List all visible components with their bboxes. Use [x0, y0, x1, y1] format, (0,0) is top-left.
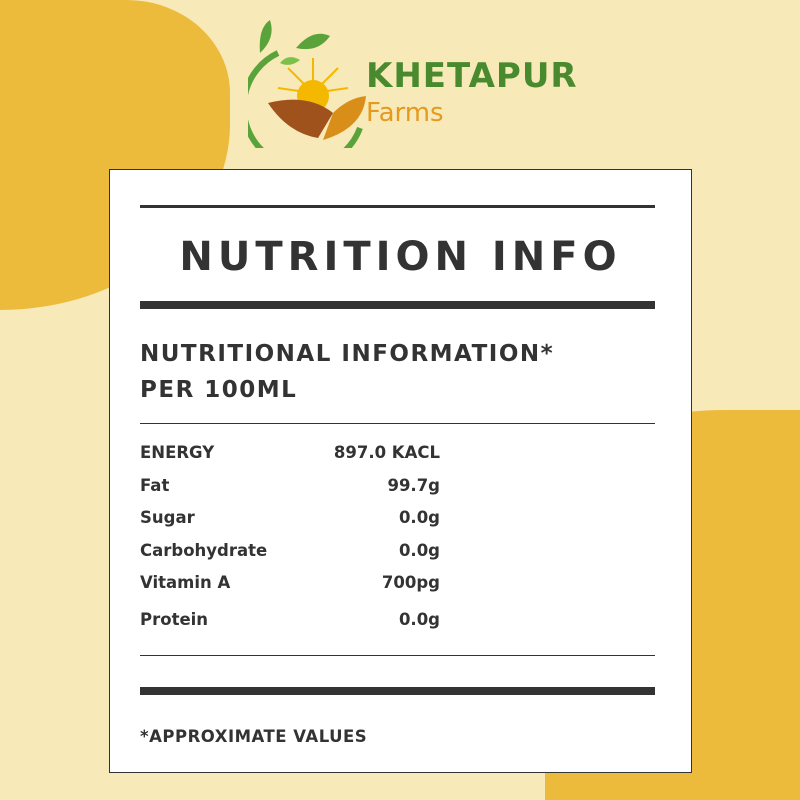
heading-line: NUTRITIONAL INFORMATION*	[140, 341, 555, 367]
table-row: Sugar 0.0g	[140, 508, 440, 541]
nutrient-value: 700pg	[381, 573, 440, 592]
section-heading: NUTRITIONAL INFORMATION* PER 100ML	[140, 336, 554, 408]
nutrient-name: Sugar	[140, 508, 195, 527]
nutrient-value: 0.0g	[398, 508, 440, 527]
divider	[140, 205, 655, 208]
divider	[140, 687, 655, 695]
nutrient-value: 897.0 KACL	[333, 443, 440, 462]
heading-line: PER 100ML	[140, 377, 298, 403]
table-row: Protein 0.0g	[140, 610, 440, 643]
nutrient-name: Carbohydrate	[140, 540, 268, 560]
divider	[140, 655, 655, 656]
nutrition-card: NUTRITION INFO NUTRITIONAL INFORMATION* …	[109, 169, 692, 773]
khetapur-logo-icon	[248, 20, 366, 148]
divider	[140, 301, 655, 309]
nutrient-name: Vitamin A	[140, 573, 231, 592]
nutrient-value: 0.0g	[398, 609, 440, 629]
nutrient-name: ENERGY	[140, 443, 215, 462]
table-row: Vitamin A 700pg	[140, 573, 440, 606]
nutrient-name: Fat	[140, 475, 170, 495]
nutrient-value: 99.7g	[387, 475, 440, 495]
brand-name: KHETAPUR	[366, 56, 578, 96]
nutrient-name: Protein	[140, 609, 209, 629]
brand-subtitle: Farms	[366, 98, 444, 128]
page-title: NUTRITION INFO	[179, 234, 622, 280]
table-row: ENERGY 897.0 KACL	[140, 443, 440, 476]
footnote: *APPROXIMATE VALUES	[140, 727, 368, 746]
nutrient-value: 0.0g	[398, 540, 440, 560]
divider	[140, 423, 655, 424]
nutrient-table: ENERGY 897.0 KACL Fat 99.7g Sugar 0.0g Carb…	[140, 443, 440, 642]
table-row: Carbohydrate 0.0g	[140, 541, 440, 574]
table-row: Fat 99.7g	[140, 476, 440, 509]
